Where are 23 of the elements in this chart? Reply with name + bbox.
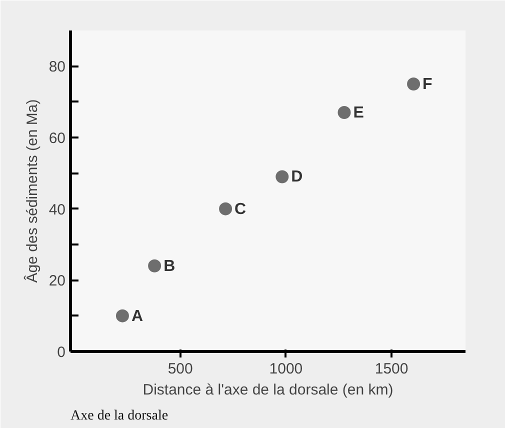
x-axis-title: Distance à l'axe de la dorsale (en km) [142,382,394,398]
x-tick-label: 1500 [374,360,408,378]
annotation: B [164,258,176,275]
annotation: F [422,76,433,93]
point [407,78,420,90]
y-tick-label: 0 [57,344,66,361]
annotation: A [131,308,144,325]
annotation: D [291,168,303,186]
x-tick-label: 1000 [269,360,303,378]
point [116,309,129,322]
point [148,259,162,272]
point [338,106,351,120]
text: Axe de la dorsale [70,408,168,424]
annotation: C [234,200,247,218]
y-tick-label: 80 [48,58,66,76]
y-tick-label: 60 [48,130,66,147]
point [276,170,289,184]
annotation: E [353,104,364,122]
x-tick-label: 500 [168,360,193,378]
y-tick-label: 40 [48,201,66,218]
y-axis-title: Âge des sédiments (en Ma) [22,99,41,283]
y-tick-label: 20 [48,272,66,290]
point [219,202,232,216]
